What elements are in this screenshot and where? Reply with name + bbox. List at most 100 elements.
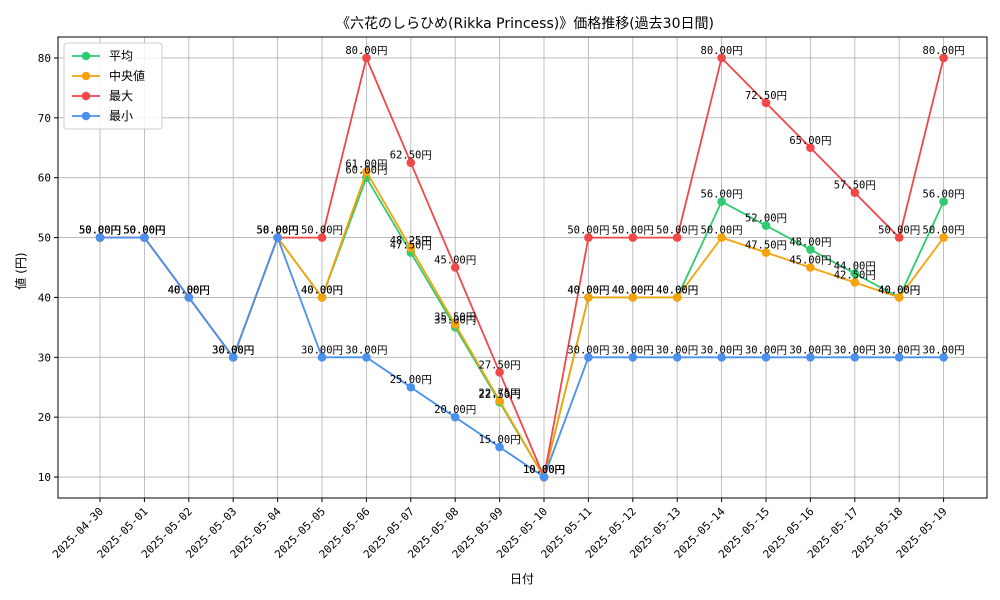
data-point bbox=[584, 233, 593, 242]
data-label: 48.25円 bbox=[390, 235, 432, 247]
data-label: 40.00円 bbox=[656, 284, 698, 296]
data-label: 52.00円 bbox=[745, 213, 787, 225]
data-label: 30.00円 bbox=[212, 344, 254, 356]
data-point bbox=[806, 143, 815, 153]
data-point bbox=[806, 263, 815, 272]
data-label: 40.00円 bbox=[878, 284, 920, 296]
data-label: 10.00円 bbox=[523, 464, 565, 476]
data-label: 50.00円 bbox=[79, 225, 121, 237]
data-point bbox=[850, 353, 860, 362]
data-label: 40.00円 bbox=[612, 284, 654, 296]
data-label: 50.00円 bbox=[123, 225, 165, 237]
data-label: 72.50円 bbox=[745, 90, 787, 102]
data-label: 50.00円 bbox=[301, 225, 343, 237]
data-label: 15.00円 bbox=[479, 434, 521, 446]
data-label: 45.00円 bbox=[789, 255, 831, 267]
data-label: 30.00円 bbox=[212, 344, 254, 356]
data-point bbox=[450, 263, 460, 272]
legend-entry-label: 平均 bbox=[109, 49, 133, 63]
data-point bbox=[362, 167, 371, 177]
data-label: 40.00円 bbox=[878, 284, 920, 296]
data-point bbox=[140, 233, 149, 242]
data-label: 50.00円 bbox=[567, 225, 609, 237]
data-point bbox=[273, 233, 282, 242]
data-label: 42.50円 bbox=[834, 269, 876, 281]
data-point bbox=[939, 353, 948, 362]
data-point bbox=[761, 221, 771, 230]
data-label: 22.75円 bbox=[479, 388, 521, 400]
data-point bbox=[450, 320, 460, 329]
data-label: 30.00円 bbox=[212, 344, 254, 356]
legend-swatch-marker bbox=[81, 51, 91, 61]
data-point bbox=[362, 53, 371, 63]
data-point bbox=[806, 353, 815, 362]
data-point bbox=[584, 353, 593, 362]
data-label: 47.50円 bbox=[390, 240, 432, 252]
data-label: 47.50円 bbox=[745, 240, 787, 252]
data-point bbox=[806, 245, 815, 254]
data-label: 80.00円 bbox=[345, 45, 387, 57]
data-label: 30.00円 bbox=[656, 344, 698, 356]
data-label: 40.00円 bbox=[168, 284, 210, 296]
data-label: 40.00円 bbox=[567, 284, 609, 296]
data-label: 44.00円 bbox=[834, 260, 876, 272]
data-label: 50.00円 bbox=[701, 225, 743, 237]
data-label: 50.00円 bbox=[257, 225, 299, 237]
data-label: 22.50円 bbox=[479, 389, 521, 401]
series-line bbox=[100, 236, 944, 478]
data-label: 50.00円 bbox=[79, 225, 121, 237]
data-label: 40.00円 bbox=[301, 284, 343, 296]
data-point bbox=[406, 158, 416, 168]
data-label: 40.00円 bbox=[168, 284, 210, 296]
data-point bbox=[672, 233, 682, 242]
data-label: 30.00円 bbox=[789, 344, 831, 356]
data-label: 61.00円 bbox=[345, 159, 387, 171]
y-tick-label: 70 bbox=[38, 112, 51, 125]
data-point bbox=[850, 188, 860, 197]
y-tick-label: 40 bbox=[38, 291, 51, 304]
data-label: 60.00円 bbox=[345, 165, 387, 177]
chart-title: 《六花のしらひめ(Rikka Princess)》価格推移(過去30日間) bbox=[336, 16, 714, 32]
data-label: 48.00円 bbox=[789, 237, 831, 249]
legend-entry-label: 最小 bbox=[109, 109, 133, 123]
data-label: 30.00円 bbox=[567, 344, 609, 356]
data-point bbox=[850, 278, 860, 287]
data-point bbox=[717, 233, 726, 242]
data-label: 40.00円 bbox=[612, 284, 654, 296]
data-label: 30.00円 bbox=[212, 344, 254, 356]
data-label: 56.00円 bbox=[701, 189, 743, 201]
y-tick-label: 30 bbox=[38, 351, 51, 364]
data-label: 65.00円 bbox=[789, 135, 831, 147]
data-label: 80.00円 bbox=[923, 45, 965, 57]
data-label: 30.00円 bbox=[834, 344, 876, 356]
data-label: 20.00円 bbox=[434, 404, 476, 416]
data-point bbox=[317, 353, 327, 362]
data-label: 35.50円 bbox=[434, 311, 476, 323]
data-label: 50.00円 bbox=[257, 225, 299, 237]
data-point bbox=[95, 233, 105, 242]
data-label: 40.00円 bbox=[168, 284, 210, 296]
legend-swatch-marker bbox=[81, 71, 91, 81]
data-label: 30.00円 bbox=[701, 344, 743, 356]
data-point bbox=[850, 269, 860, 278]
data-label: 30.00円 bbox=[878, 344, 920, 356]
x-axis-label: 日付 bbox=[510, 572, 534, 586]
data-label: 80.00円 bbox=[701, 45, 743, 57]
y-axis-label: 値 (円) bbox=[13, 252, 28, 289]
data-label: 30.00円 bbox=[612, 344, 654, 356]
data-point bbox=[406, 382, 416, 392]
data-label: 56.00円 bbox=[923, 189, 965, 201]
data-label: 40.00円 bbox=[168, 284, 210, 296]
data-point bbox=[495, 367, 504, 377]
legend-entry-label: 中央値 bbox=[109, 68, 145, 83]
data-point bbox=[628, 353, 638, 362]
data-point bbox=[717, 53, 726, 63]
data-point bbox=[894, 293, 904, 302]
plot-frame bbox=[57, 36, 988, 499]
series-lines bbox=[95, 53, 948, 482]
data-label: 50.00円 bbox=[123, 225, 165, 237]
data-label: 35.00円 bbox=[434, 314, 476, 326]
data-label: 30.00円 bbox=[345, 344, 387, 356]
data-label: 25.00円 bbox=[390, 374, 432, 386]
data-label: 50.00円 bbox=[123, 225, 165, 237]
